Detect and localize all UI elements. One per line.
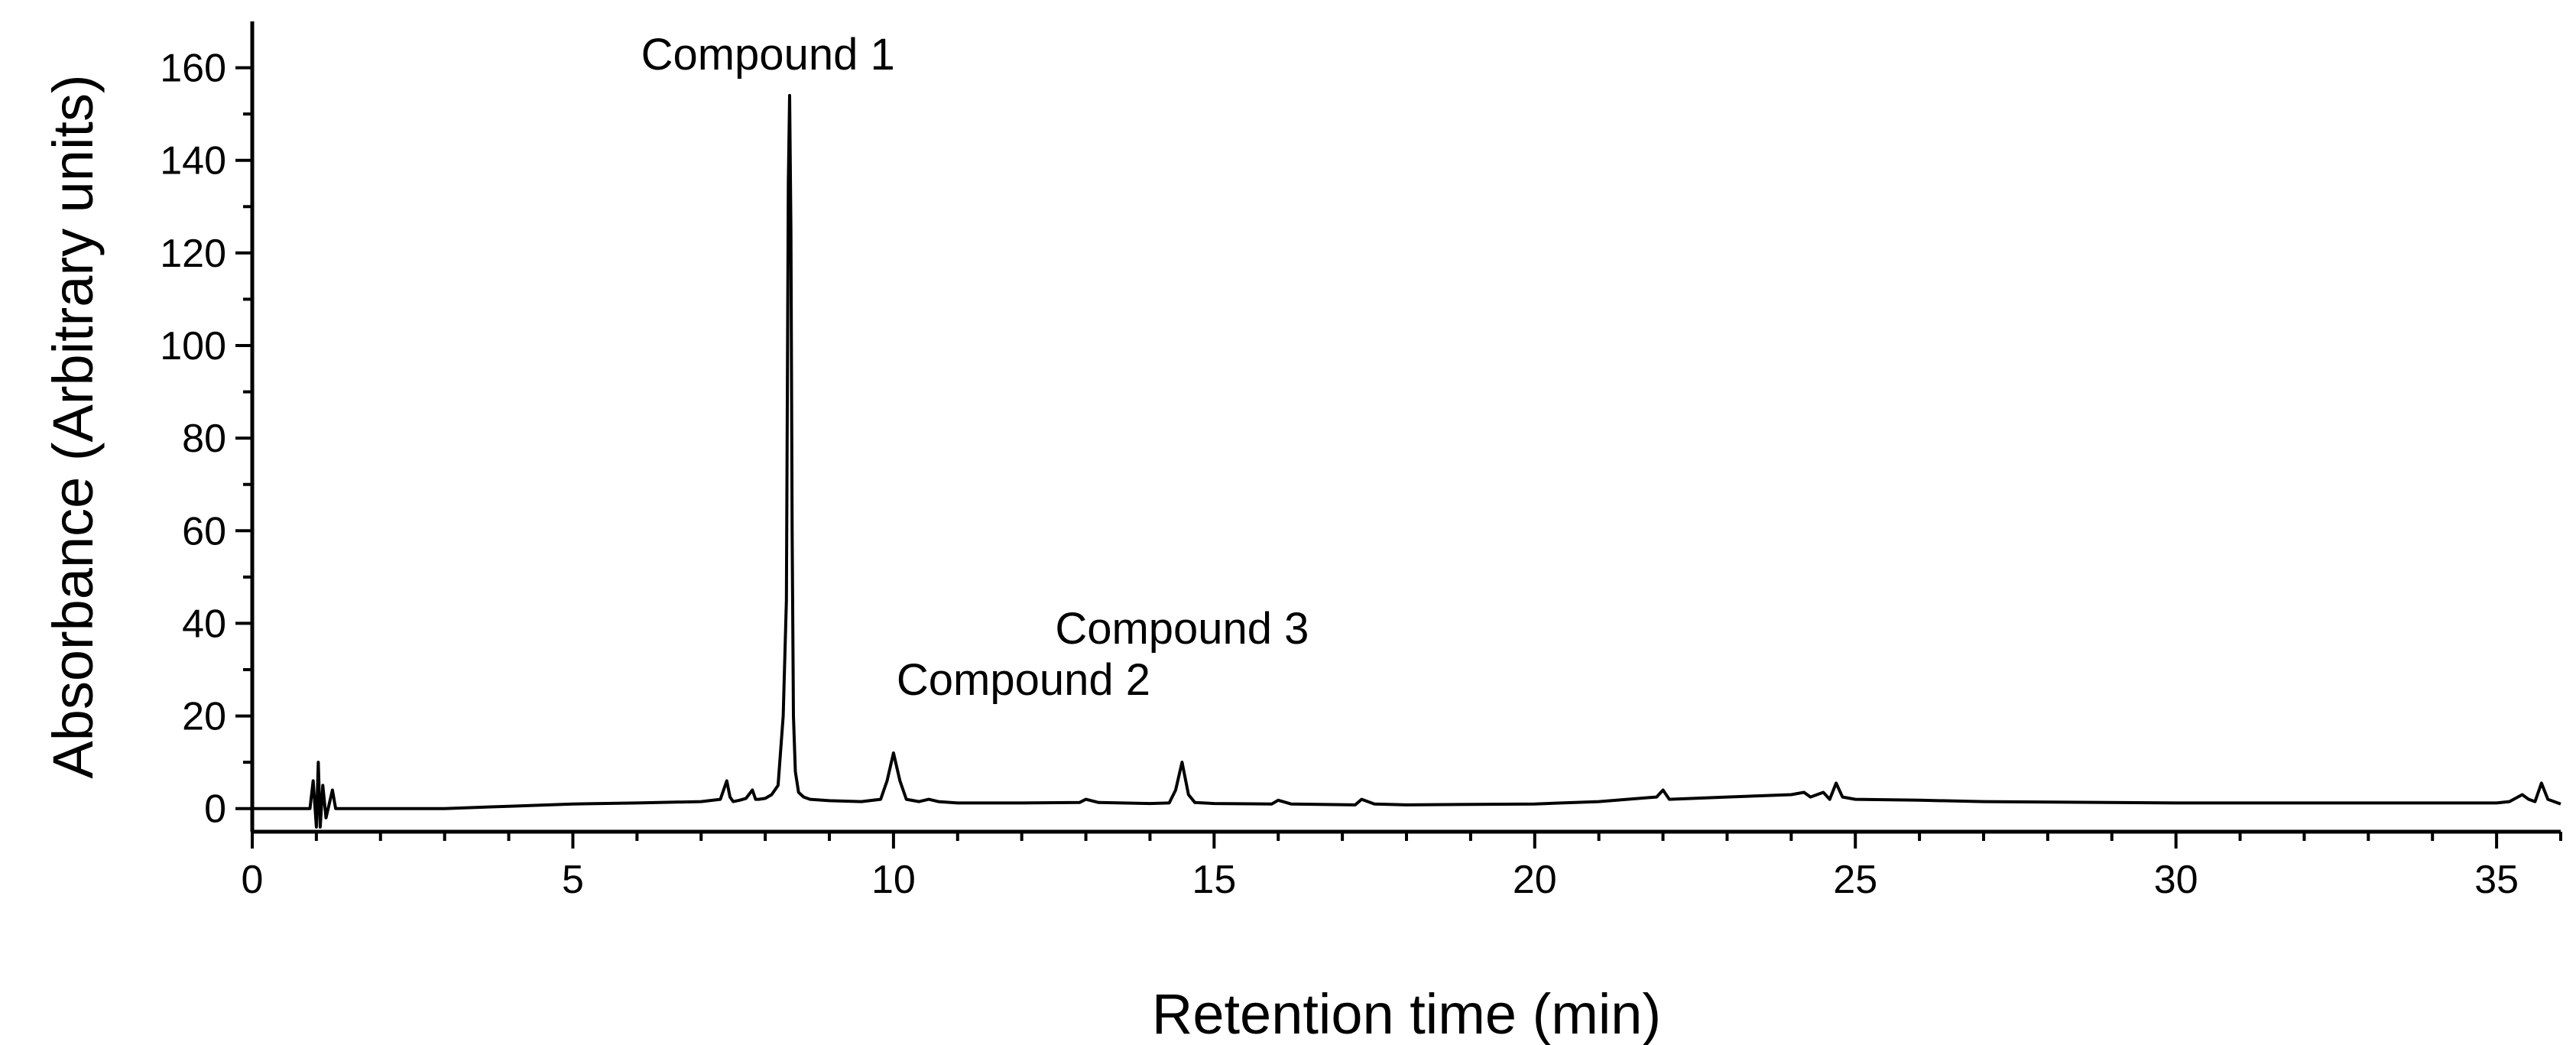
y-tick-label: 80	[182, 417, 226, 461]
axes	[250, 21, 2561, 834]
x-tick-label: 20	[1513, 858, 1557, 902]
y-tick-label: 20	[182, 695, 226, 739]
y-tick-label: 160	[160, 47, 226, 91]
y-tick-label: 100	[160, 324, 226, 368]
x-tick-label: 30	[2154, 858, 2198, 902]
x-tick-label: 5	[562, 858, 584, 902]
series-trace	[252, 93, 2561, 829]
x-tick-label: 0	[242, 858, 264, 902]
x-axis-title: Retention time (min)	[1152, 982, 1661, 1045]
peak-annotation: Compound 3	[1055, 604, 1309, 654]
peak-annotation: Compound 2	[897, 655, 1150, 705]
tick-marks	[235, 66, 2562, 849]
x-tick-label: 15	[1192, 858, 1236, 902]
tick-labels: 0 5 10 15 20 25 30 35 0 20 40 60 80 100 120 140 160	[160, 47, 2519, 902]
y-tick-label: 120	[160, 232, 226, 276]
x-tick-label: 10	[871, 858, 916, 902]
x-tick-label: 35	[2474, 858, 2519, 902]
peak-annotation: Compound 1	[641, 30, 895, 80]
y-axis-title: Absorbance (Arbitrary units)	[41, 74, 105, 778]
x-tick-label: 25	[1833, 858, 1877, 902]
y-tick-label: 140	[160, 139, 226, 183]
y-tick-label: 0	[204, 787, 226, 832]
y-tick-label: 60	[182, 509, 226, 553]
series-group	[252, 93, 2561, 829]
y-tick-label: 40	[182, 602, 226, 646]
